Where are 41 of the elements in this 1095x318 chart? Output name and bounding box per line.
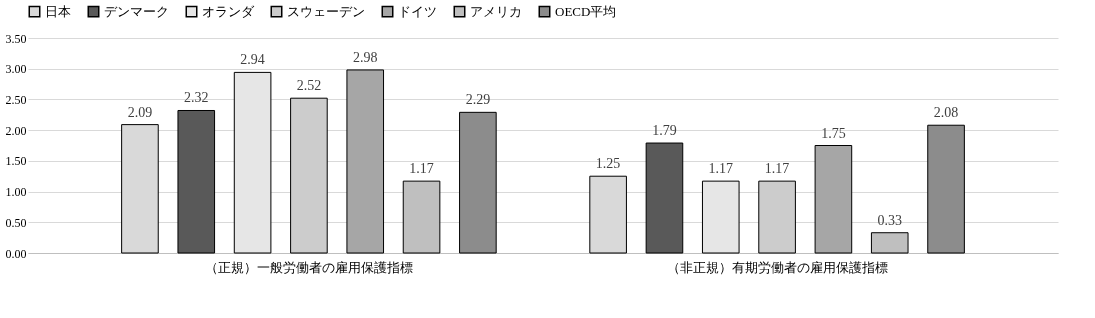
x-tick-label: （非正規）有期労働者の雇用保護指標 bbox=[666, 259, 888, 275]
data-label: 2.52 bbox=[296, 78, 322, 94]
bar bbox=[758, 180, 796, 254]
data-label: 2.08 bbox=[933, 105, 959, 121]
data-label: 1.17 bbox=[764, 161, 790, 177]
y-tick-label: 2.50 bbox=[5, 92, 27, 107]
legend-label: OECD平均 bbox=[555, 3, 617, 19]
data-label: 2.94 bbox=[240, 52, 265, 68]
data-label: 2.09 bbox=[127, 104, 153, 120]
y-tick-label: 0.00 bbox=[5, 246, 27, 261]
data-label: 1.17 bbox=[708, 161, 734, 177]
y-tick-label: 3.00 bbox=[5, 62, 27, 77]
y-tick-label: 0.50 bbox=[5, 215, 27, 230]
y-tick-label: 1.00 bbox=[5, 185, 27, 200]
legend-label: オランダ bbox=[202, 3, 255, 19]
data-label: 2.32 bbox=[184, 90, 209, 106]
legend-label: スウェーデン bbox=[287, 3, 365, 19]
data-label: 1.25 bbox=[595, 156, 621, 172]
legend-label: デンマーク bbox=[104, 3, 169, 19]
bar bbox=[290, 97, 328, 254]
bar bbox=[233, 71, 272, 254]
bar bbox=[927, 124, 965, 254]
data-label: 0.33 bbox=[877, 212, 902, 228]
bar bbox=[814, 145, 853, 254]
bar bbox=[645, 142, 684, 254]
bar bbox=[701, 180, 740, 254]
data-label: 2.98 bbox=[352, 49, 378, 65]
data-label: 1.79 bbox=[652, 123, 677, 139]
legend-label: ドイツ bbox=[398, 3, 437, 19]
bar bbox=[459, 111, 497, 254]
data-label: 2.29 bbox=[465, 92, 491, 108]
bar bbox=[177, 109, 216, 254]
legend-label: 日本 bbox=[45, 3, 71, 19]
bar bbox=[346, 69, 385, 254]
y-tick-label: 2.00 bbox=[5, 123, 27, 138]
x-tick-label: （正規）一般労働者の雇用保護指標 bbox=[204, 259, 413, 275]
y-tick-label: 1.50 bbox=[5, 154, 27, 169]
legend-label: アメリカ bbox=[470, 3, 522, 19]
data-label: 1.75 bbox=[821, 125, 846, 141]
y-tick-label: 3.50 bbox=[5, 31, 27, 46]
data-label: 1.17 bbox=[409, 161, 434, 177]
